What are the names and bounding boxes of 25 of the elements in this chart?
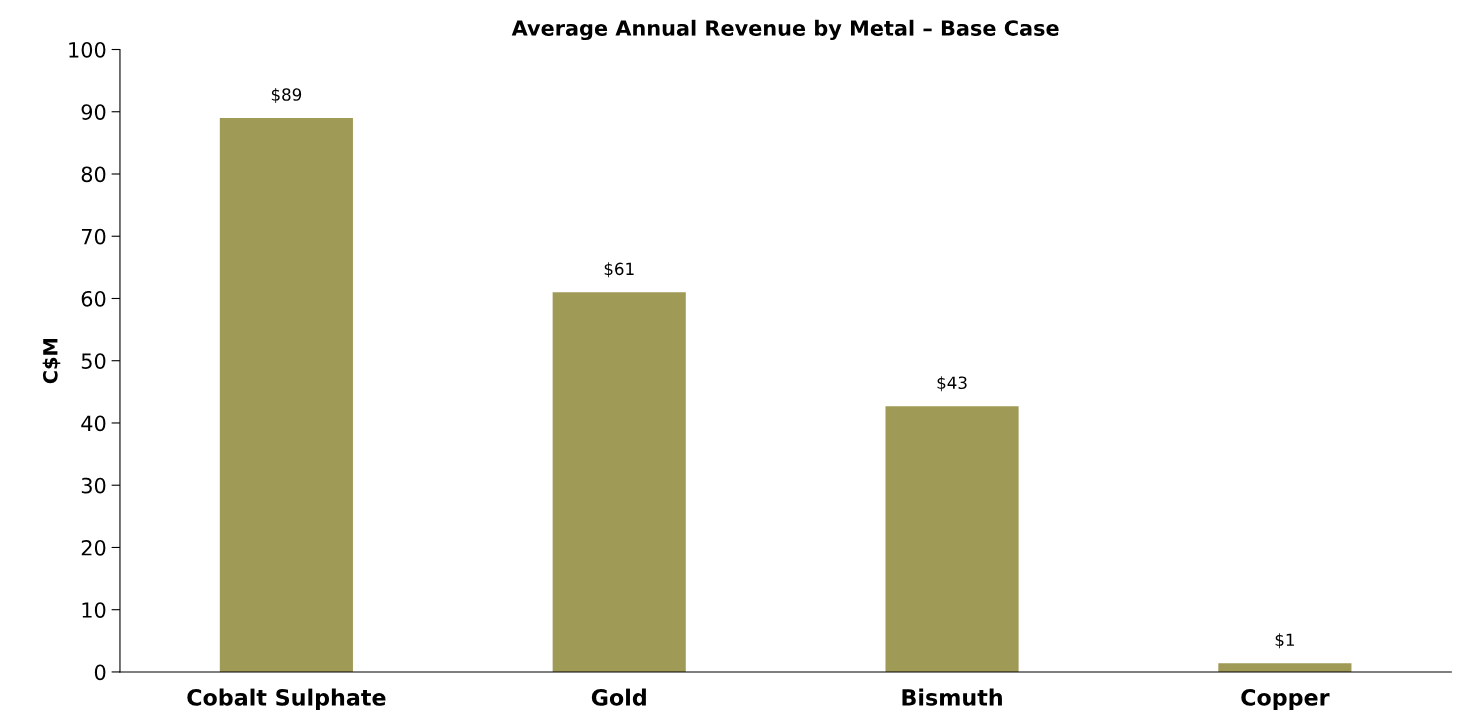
chart-title: Average Annual Revenue by Metal – Base Case xyxy=(511,19,1059,41)
x-tick-label: Cobalt Sulphate xyxy=(187,688,386,711)
y-tick-label: 90 xyxy=(81,104,106,120)
y-tick-label: 70 xyxy=(81,228,106,245)
bar xyxy=(552,292,686,672)
bar xyxy=(1218,663,1352,672)
y-tick-label: 50 xyxy=(81,353,106,369)
y-tick-label: 10 xyxy=(82,602,106,618)
data-label: $1 xyxy=(1275,633,1294,649)
y-tick-label: 100 xyxy=(69,41,106,58)
y-tick-label: 20 xyxy=(81,539,106,556)
data-label: $43 xyxy=(937,376,967,392)
x-tick-label: Copper xyxy=(1241,689,1330,711)
y-tick-label: 80 xyxy=(81,166,106,183)
y-tick-label: 30 xyxy=(81,477,106,494)
y-tick-label: 60 xyxy=(81,290,106,307)
y-tick-label: 0 xyxy=(94,664,106,681)
bar xyxy=(885,406,1019,672)
y-tick-label: 40 xyxy=(81,415,106,432)
x-tick-label: Gold xyxy=(591,688,646,706)
bar xyxy=(219,117,353,672)
x-tick-label: Bismuth xyxy=(902,688,1002,706)
data-label: $89 xyxy=(271,87,302,104)
y-axis-title: C$M xyxy=(42,338,61,384)
data-label: $61 xyxy=(604,262,634,278)
